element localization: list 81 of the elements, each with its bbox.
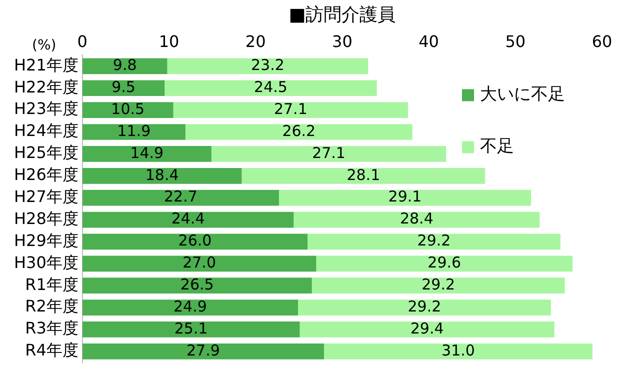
y-tick-label: R2年度 <box>25 296 78 316</box>
bar <box>312 278 565 294</box>
bar <box>308 234 560 250</box>
legend-label: 不足 <box>480 136 514 157</box>
bar <box>82 278 312 294</box>
data-label: 29.2 <box>422 275 456 294</box>
data-label: 29.2 <box>417 232 451 250</box>
data-label: 26.2 <box>282 122 316 140</box>
bar <box>82 212 294 228</box>
data-label: 9.8 <box>112 56 137 74</box>
data-label: 27.0 <box>182 254 216 272</box>
x-tick-label: 10 <box>158 32 180 51</box>
y-tick-label: H25年度 <box>14 143 78 162</box>
data-label: 24.4 <box>171 210 205 228</box>
bar <box>82 300 298 316</box>
bar <box>185 124 412 140</box>
y-tick-label: H29年度 <box>14 230 78 250</box>
bar <box>300 322 554 338</box>
bar <box>82 344 324 360</box>
bar <box>82 168 242 184</box>
data-label: 28.1 <box>346 166 380 184</box>
data-label: 22.7 <box>164 188 198 206</box>
data-label: 18.4 <box>145 166 179 184</box>
data-label: 25.1 <box>174 319 208 338</box>
y-tick-label: R3年度 <box>25 318 78 338</box>
bar <box>82 124 186 140</box>
y-tick-label: H27年度 <box>14 186 78 206</box>
y-tick-label: H30年度 <box>14 252 78 272</box>
bar <box>82 322 300 338</box>
x-tick-label: 40 <box>418 32 439 51</box>
bar <box>82 234 308 250</box>
bar <box>82 146 212 162</box>
data-label: 26.0 <box>178 232 212 250</box>
data-label: 27.1 <box>312 144 346 162</box>
bar <box>82 256 316 272</box>
x-tick-label: 0 <box>77 32 88 51</box>
bar <box>173 102 408 118</box>
data-label: 27.1 <box>274 100 308 118</box>
y-tick-label: H28年度 <box>14 208 78 228</box>
bar <box>82 58 168 74</box>
data-label: 29.4 <box>410 319 444 338</box>
bar <box>82 190 279 206</box>
bar <box>278 190 531 206</box>
y-tick-label: H26年度 <box>14 165 78 184</box>
data-label: 24.9 <box>174 297 207 316</box>
data-label: 9.5 <box>112 78 136 96</box>
data-label: 14.9 <box>130 144 164 162</box>
x-tick-label: 60 <box>592 32 612 51</box>
data-label: 24.5 <box>254 78 288 96</box>
data-label: 29.2 <box>408 297 442 316</box>
data-label: 31.0 <box>442 341 475 360</box>
bar <box>82 102 174 118</box>
bar <box>298 300 551 316</box>
y-tick-label: R4年度 <box>25 340 78 360</box>
bar <box>82 80 165 96</box>
data-label: 10.5 <box>111 100 145 118</box>
y-tick-label: H22年度 <box>14 77 78 96</box>
chart-title: ■訪問介護員 <box>288 4 396 26</box>
bar <box>242 168 486 184</box>
y-tick-label: H23年度 <box>14 99 78 118</box>
data-label: 29.6 <box>428 254 462 272</box>
bar <box>316 256 573 272</box>
bar <box>167 58 368 74</box>
data-label: 23.2 <box>251 56 284 74</box>
y-tick-label: H24年度 <box>14 121 78 140</box>
y-tick-label: R1年度 <box>25 274 78 294</box>
data-label: 11.9 <box>117 122 151 140</box>
bar <box>324 344 592 360</box>
legend-label: 大いに不足 <box>480 84 565 105</box>
data-label: 27.9 <box>186 341 220 360</box>
data-label: 28.4 <box>400 210 434 228</box>
y-tick-label: H21年度 <box>14 55 78 74</box>
data-label: 29.1 <box>388 188 422 206</box>
bar <box>164 80 377 96</box>
x-tick-label: 20 <box>245 32 266 51</box>
x-tick-label: 30 <box>332 32 352 51</box>
data-label: 26.5 <box>180 275 214 294</box>
x-axis-title: (%) <box>32 38 56 54</box>
bar <box>211 146 446 162</box>
x-tick-label: 50 <box>505 32 526 51</box>
bar <box>294 212 540 228</box>
